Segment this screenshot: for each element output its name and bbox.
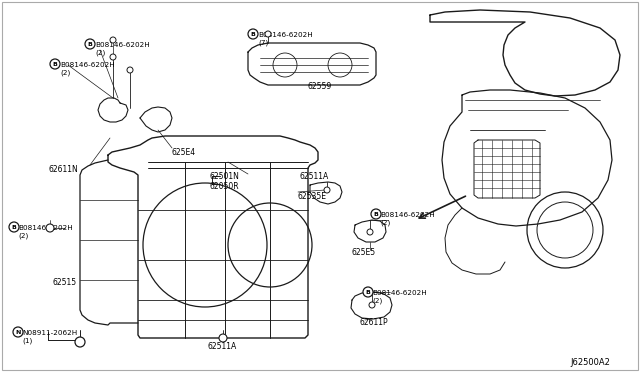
Text: B08146-6202H
(2): B08146-6202H (2) (18, 225, 73, 239)
Text: N: N (15, 330, 20, 334)
Text: 62050R: 62050R (210, 182, 239, 191)
Circle shape (248, 29, 258, 39)
Text: 62511A: 62511A (208, 342, 237, 351)
Circle shape (127, 67, 133, 73)
Text: 625E5: 625E5 (352, 248, 376, 257)
Circle shape (363, 287, 373, 297)
Text: B08146-6202H
(7): B08146-6202H (7) (258, 32, 313, 46)
Text: B: B (52, 61, 58, 67)
Circle shape (85, 39, 95, 49)
Text: B08146-6202H
(2): B08146-6202H (2) (95, 42, 150, 56)
Text: B: B (374, 212, 378, 217)
Text: 62611N: 62611N (48, 165, 77, 174)
Circle shape (46, 224, 54, 232)
Text: 625E4: 625E4 (172, 148, 196, 157)
Text: 62515: 62515 (52, 278, 76, 287)
Text: 62611P: 62611P (360, 318, 388, 327)
Text: J62500A2: J62500A2 (570, 358, 610, 367)
Circle shape (13, 327, 23, 337)
Text: B08146-6202H
(2): B08146-6202H (2) (380, 212, 435, 226)
Text: B: B (365, 289, 371, 295)
Circle shape (367, 229, 373, 235)
Circle shape (110, 54, 116, 60)
Circle shape (219, 334, 227, 342)
Circle shape (50, 59, 60, 69)
Circle shape (371, 209, 381, 219)
Text: B: B (12, 224, 17, 230)
Text: N08911-2062H
(1): N08911-2062H (1) (22, 330, 77, 344)
Circle shape (369, 302, 375, 308)
Text: B: B (88, 42, 92, 46)
Circle shape (110, 37, 116, 43)
Text: 62501N: 62501N (210, 172, 240, 181)
Text: B08146-6202H
(2): B08146-6202H (2) (372, 290, 427, 304)
Text: 62559: 62559 (308, 82, 332, 91)
Text: 62511A: 62511A (300, 172, 329, 181)
Text: B08146-6202H
(2): B08146-6202H (2) (60, 62, 115, 76)
Text: 62535E: 62535E (298, 192, 327, 201)
Circle shape (324, 187, 330, 193)
Text: B: B (251, 32, 255, 36)
Circle shape (9, 222, 19, 232)
Circle shape (75, 337, 85, 347)
Circle shape (265, 31, 271, 37)
